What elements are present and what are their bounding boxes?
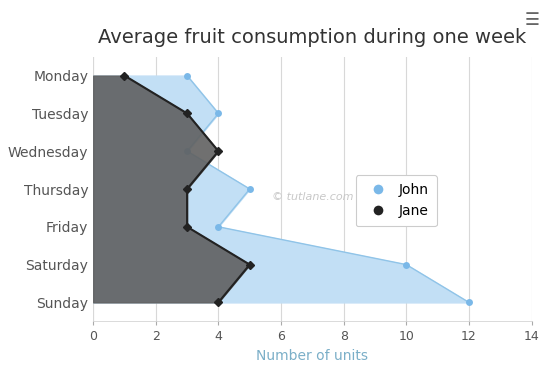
Text: ☰: ☰ bbox=[525, 11, 540, 29]
Text: © tutlane.com: © tutlane.com bbox=[272, 192, 353, 201]
Title: Average fruit consumption during one week: Average fruit consumption during one wee… bbox=[98, 28, 527, 47]
Legend: John, Jane: John, Jane bbox=[356, 175, 437, 226]
X-axis label: Number of units: Number of units bbox=[256, 349, 368, 363]
